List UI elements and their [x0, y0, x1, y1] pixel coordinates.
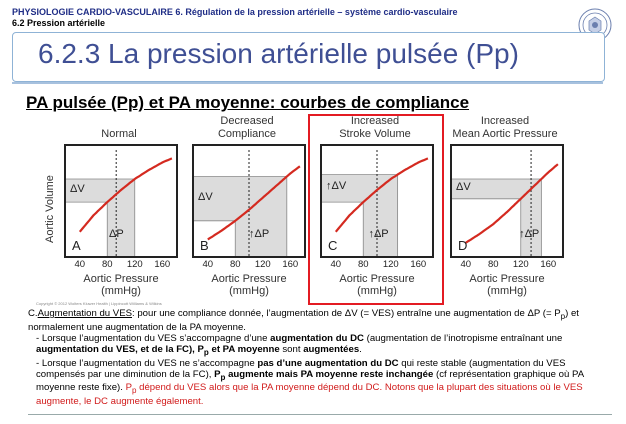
delta-p-label: ΔP	[109, 228, 124, 240]
delta-v-band	[194, 176, 287, 221]
delta-v-band	[322, 174, 398, 203]
bottom-rule	[28, 414, 612, 415]
x-axis-label: Aortic Pressure (mmHg)	[440, 273, 574, 297]
delta-v-label: ↑ΔV	[326, 180, 347, 193]
course-header: PHYSIOLOGIE CARDIO-VASCULAIRE 6. Régulat…	[12, 7, 458, 29]
x-axis-label-line1: Aortic Pressure	[211, 273, 287, 285]
x-axis-label: Aortic Pressure (mmHg)	[54, 273, 188, 297]
plot-canvas	[452, 150, 559, 256]
title-divider	[12, 82, 603, 84]
x-tick-label: 40	[202, 259, 214, 270]
compliance-plot	[192, 144, 306, 258]
x-tick-label: 160	[154, 259, 171, 270]
delta-v-label: ΔV	[70, 182, 85, 195]
compliance-plot	[450, 144, 564, 258]
x-tick-label: 40	[460, 259, 472, 270]
plot-canvas	[66, 150, 173, 256]
delta-v-band	[66, 179, 135, 203]
x-tick-label: 120	[512, 259, 529, 270]
chapter-name: 6. Régulation de la pression artérielle …	[175, 7, 458, 17]
x-tick-label: 120	[126, 259, 143, 270]
x-axis-label: Aortic Pressure (mmHg)	[310, 273, 444, 297]
paragraph-dc-stable: - Lorsque l’augmentation du VES ne s’acc…	[36, 358, 584, 407]
paragraph-dc-increase: - Lorsque l’augmentation du VES s’accomp…	[36, 333, 563, 357]
delta-p-label: ↑ΔP	[368, 228, 389, 240]
x-axis-label-line1: Aortic Pressure	[469, 273, 545, 285]
compliance-plot	[320, 144, 434, 258]
panel-title-line2: Mean Aortic Pressure	[452, 128, 558, 140]
panel-title: Normal	[44, 115, 194, 141]
x-axis-label-line1: Aortic Pressure	[339, 273, 415, 285]
x-tick-label: 80	[229, 259, 241, 270]
compliance-curve	[465, 163, 559, 244]
course-name: PHYSIOLOGIE CARDIO-VASCULAIRE	[12, 7, 173, 17]
compliance-curve	[334, 157, 429, 233]
copyright-note: Copyright © 2012 Wolters Kluwer Health |…	[36, 301, 162, 306]
x-axis-label-line2: (mmHg)	[101, 285, 141, 297]
section-subtitle: PA pulsée (Pp) et PA moyenne: courbes de…	[26, 93, 470, 112]
compliance-curve	[78, 157, 173, 233]
x-tick-label: 80	[487, 259, 499, 270]
delta-p-label: ↑ΔP	[249, 228, 270, 240]
x-tick-label: 160	[282, 259, 299, 270]
panel-title: Decreased Compliance	[172, 115, 322, 141]
explanation-text: C.Augmentation du VES: pour une complian…	[28, 308, 612, 408]
compliance-curve	[207, 165, 301, 241]
section-name: 6.2 Pression artérielle	[12, 18, 106, 28]
x-tick-label: 80	[101, 259, 113, 270]
red-note: Pp dépend du VES alors que la PA moyenne…	[36, 382, 583, 407]
plot-canvas	[322, 150, 429, 256]
title-frame	[12, 32, 605, 82]
x-tick-label: 40	[74, 259, 86, 270]
panel-letter: A	[72, 238, 81, 253]
x-tick-label: 160	[540, 259, 557, 270]
delta-p-label: ↑ΔP	[519, 228, 540, 240]
panel-title: Increased Mean Aortic Pressure	[430, 115, 580, 141]
paragraph-c: C.Augmentation du VES: pour une complian…	[28, 308, 579, 333]
x-tick-label: 120	[254, 259, 271, 270]
x-axis-label-line2: (mmHg)	[229, 285, 269, 297]
panel-title-line1: Decreased	[220, 115, 274, 127]
x-axis-label-line1: Aortic Pressure	[83, 273, 159, 285]
panel-title-line2: Compliance	[217, 128, 277, 140]
y-axis-label: Aortic Volume	[44, 175, 56, 243]
delta-v-band	[452, 179, 542, 199]
compliance-plot	[64, 144, 178, 258]
x-axis-label-line2: (mmHg)	[357, 285, 397, 297]
panel-title-line2: Normal	[101, 128, 137, 140]
highlight-box	[308, 114, 444, 305]
delta-v-label: ΔV	[456, 180, 471, 193]
panel-title: Increased Stroke Volume	[300, 115, 450, 141]
x-tick-label: 80	[357, 259, 369, 270]
delta-v-label: ΔV	[198, 190, 213, 203]
panel-title-line2: Stroke Volume	[339, 128, 411, 140]
x-tick-label: 40	[330, 259, 342, 270]
page-title: 6.2.3 La pression artérielle pulsée (Pp)	[38, 38, 519, 69]
x-axis-label: Aortic Pressure (mmHg)	[182, 273, 316, 297]
x-tick-label: 120	[382, 259, 399, 270]
panel-letter: D	[458, 238, 468, 253]
panel-title-line1: Increased	[480, 115, 530, 127]
x-axis-label-line2: (mmHg)	[487, 285, 527, 297]
panel-title-line1: Increased	[350, 115, 400, 127]
panel-letter: C	[328, 238, 338, 253]
panel-letter: B	[200, 238, 209, 253]
plot-canvas	[194, 150, 301, 256]
x-tick-label: 160	[410, 259, 427, 270]
